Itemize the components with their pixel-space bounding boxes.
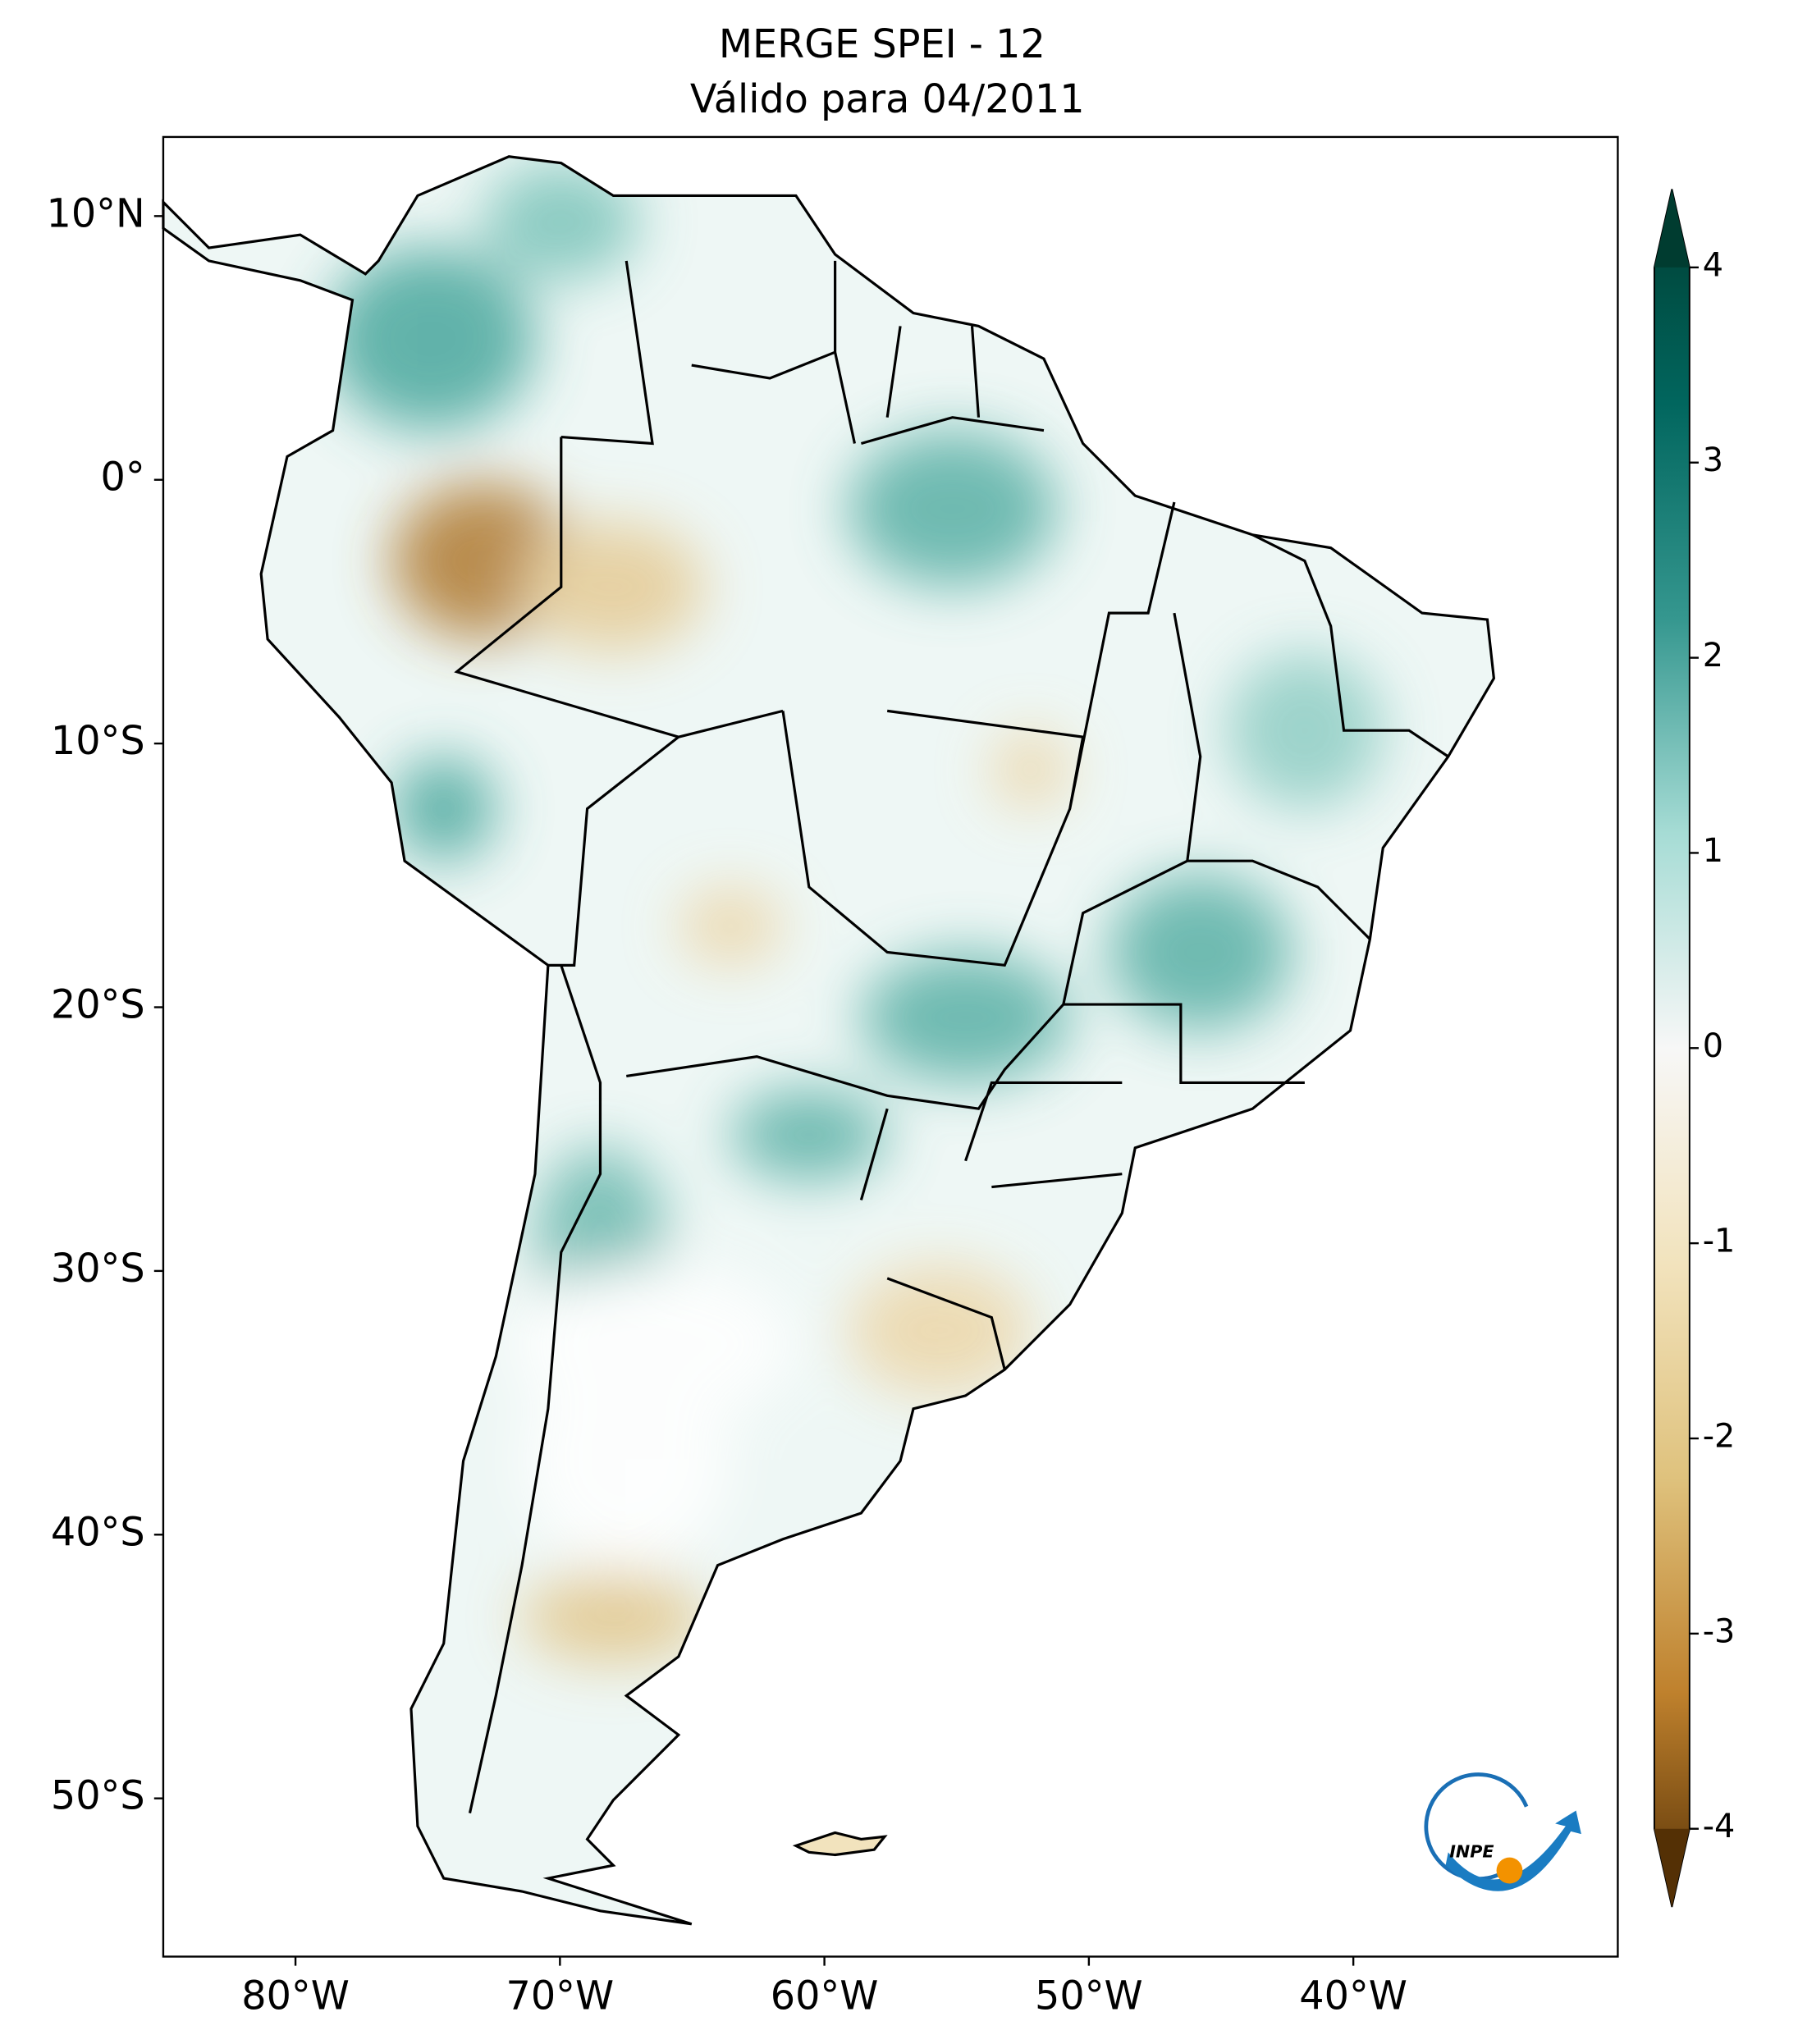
- colorbar-tick-label: 3: [1703, 441, 1723, 479]
- colorbar-tick-label: 2: [1703, 637, 1723, 674]
- colorbar-tick-label: -4: [1703, 1808, 1736, 1845]
- y-tick-label: 0°: [101, 455, 145, 501]
- spei-field: [162, 156, 1494, 1924]
- y-tick-label: 10°S: [51, 719, 145, 764]
- y-tick-label: 30°S: [51, 1246, 145, 1292]
- logo-text: INPE: [1449, 1841, 1494, 1861]
- colorbar-tick-label: 1: [1703, 832, 1723, 870]
- borders: [454, 260, 1449, 1813]
- colorbar-tick-label: -3: [1703, 1612, 1736, 1650]
- y-tick-label: 10°N: [47, 191, 145, 236]
- x-tick-label: 80°W: [241, 1973, 350, 2019]
- y-tick-label: 50°S: [51, 1774, 145, 1819]
- colorbar-tick-label: -1: [1703, 1223, 1736, 1260]
- falklands: [792, 1831, 888, 1857]
- colorbar: [1653, 189, 1690, 1908]
- colorbar-top-extend: [1654, 189, 1690, 268]
- colorbar-bottom-extend: [1654, 1828, 1690, 1908]
- colorbar-tick-label: 4: [1703, 246, 1723, 284]
- x-tick-label: 60°W: [771, 1973, 879, 2019]
- y-tick-label: 20°S: [51, 982, 145, 1027]
- colorbar-tick-label: 0: [1703, 1027, 1723, 1065]
- x-tick-label: 50°W: [1035, 1973, 1143, 2019]
- y-tick-label: 40°S: [51, 1510, 145, 1555]
- subtitle: Válido para 04/2011: [690, 77, 1085, 122]
- map-frame: [162, 135, 1619, 1958]
- title: MERGE SPEI - 12: [719, 22, 1045, 67]
- inpe-logo: INPE: [1424, 1772, 1581, 1891]
- x-tick-label: 70°W: [506, 1973, 615, 2019]
- colorbar-tick-label: -2: [1703, 1417, 1736, 1455]
- x-tick-label: 40°W: [1299, 1973, 1407, 2019]
